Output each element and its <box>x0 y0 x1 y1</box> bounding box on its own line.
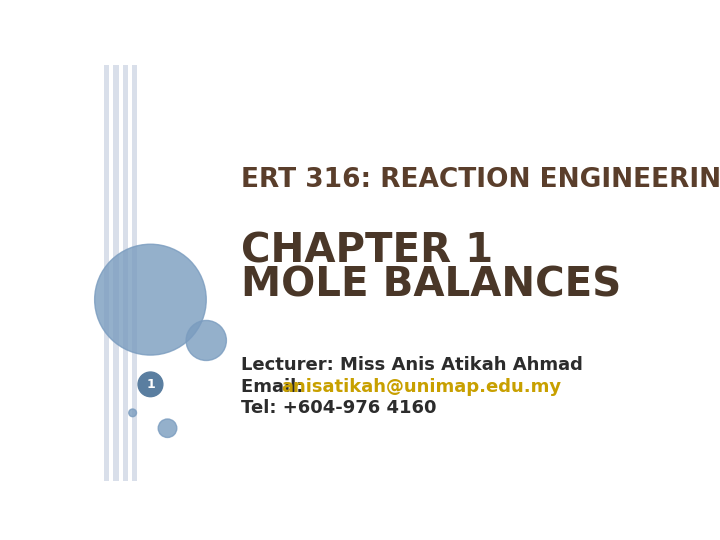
Bar <box>104 65 109 481</box>
Text: anisatikah@unimap.edu.my: anisatikah@unimap.edu.my <box>282 377 562 396</box>
Text: Lecturer: Miss Anis Atikah Ahmad: Lecturer: Miss Anis Atikah Ahmad <box>241 356 583 374</box>
Circle shape <box>138 372 163 397</box>
Circle shape <box>186 320 226 361</box>
Bar <box>122 65 128 481</box>
Circle shape <box>94 244 206 355</box>
Bar <box>113 65 119 481</box>
Bar <box>132 65 138 481</box>
Text: CHAPTER 1: CHAPTER 1 <box>241 232 493 272</box>
Circle shape <box>129 409 137 417</box>
Circle shape <box>158 419 177 437</box>
Text: MOLE BALANCES: MOLE BALANCES <box>241 266 621 306</box>
Text: ERT 316: REACTION ENGINEERING: ERT 316: REACTION ENGINEERING <box>241 167 720 193</box>
Text: Email:: Email: <box>241 377 310 396</box>
Text: Tel: +604-976 4160: Tel: +604-976 4160 <box>241 399 436 417</box>
Text: 1: 1 <box>146 378 155 391</box>
